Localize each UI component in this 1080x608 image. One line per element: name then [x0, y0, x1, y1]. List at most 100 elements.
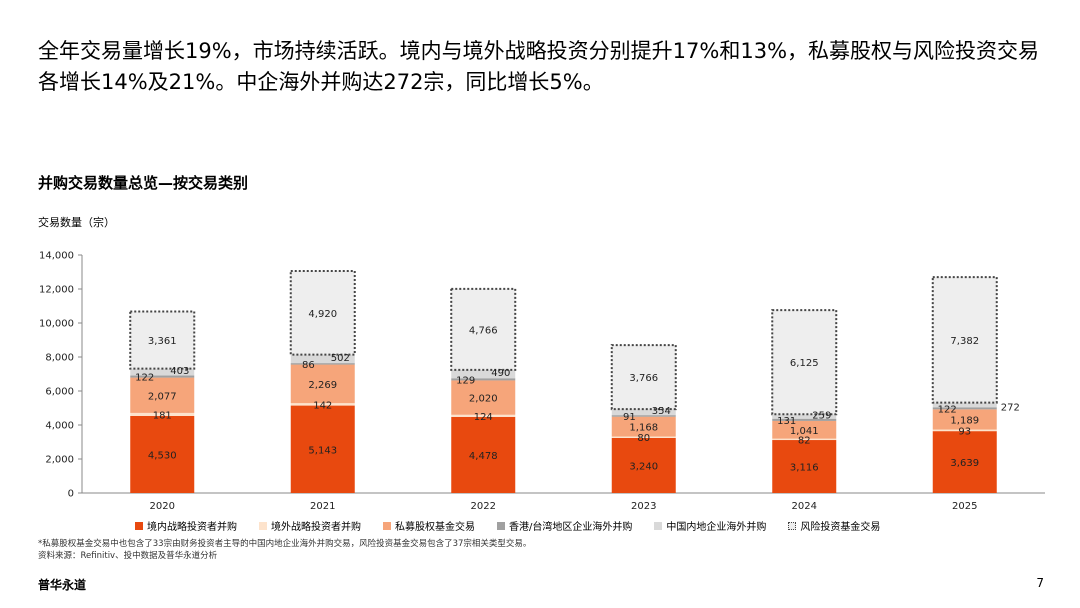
- legend-label: 境外战略投资者并购: [271, 522, 361, 533]
- legend-label: 香港/台湾地区企业海外并购: [509, 522, 633, 533]
- data-label: 3,361: [148, 336, 177, 347]
- bar-segment: [611, 409, 676, 416]
- x-tick-label: 2020: [150, 501, 175, 512]
- bar-segment: [451, 380, 516, 415]
- data-label: 131: [777, 416, 796, 427]
- bar-segment: [289, 269, 356, 356]
- bar-segment: [130, 377, 195, 413]
- bar-segment: [130, 412, 195, 416]
- bar-segment: [611, 416, 676, 437]
- bar-segment: [611, 436, 676, 438]
- legend-item: 中国内地企业海外并购: [654, 518, 766, 533]
- data-label: 5,143: [308, 445, 337, 456]
- data-label: 122: [938, 404, 957, 415]
- bar-segment: [290, 354, 355, 364]
- data-label: 4,920: [308, 309, 337, 320]
- data-label: 3,116: [790, 463, 819, 474]
- bar-segment: [290, 403, 355, 406]
- x-tick-label: 2024: [792, 501, 817, 512]
- data-label: 2,020: [469, 394, 498, 405]
- data-label: 4,530: [148, 450, 177, 461]
- data-label: 3,240: [629, 461, 658, 472]
- legend-label: 风险投资基金交易: [800, 522, 881, 533]
- bar-segment: [932, 407, 997, 410]
- data-label: 1,168: [629, 423, 658, 434]
- bar-segment: [451, 414, 516, 417]
- data-label: 3,639: [950, 458, 979, 469]
- data-label: 80: [637, 433, 650, 444]
- data-label: 4,478: [469, 451, 498, 462]
- y-tick-label: 4,000: [45, 421, 74, 432]
- bar-segment: [772, 438, 837, 441]
- legend-label: 私募股权基金交易: [395, 522, 475, 533]
- bar-segment: [932, 402, 997, 408]
- data-label: 181: [153, 410, 172, 421]
- bar-segment: [129, 310, 196, 370]
- x-tick-label: 2021: [310, 501, 335, 512]
- y-tick-label: 0: [68, 489, 74, 500]
- bar-segment: [932, 431, 997, 493]
- y-tick-label: 8,000: [45, 353, 74, 364]
- bar-segment: [130, 375, 195, 378]
- data-label: 91: [623, 412, 636, 423]
- x-tick-label: 2023: [631, 501, 656, 512]
- data-label: 354: [652, 406, 671, 417]
- y-tick-label: 2,000: [45, 455, 74, 466]
- bar-segment: [290, 364, 355, 404]
- data-label: 403: [170, 366, 189, 377]
- data-label: 2,269: [308, 380, 337, 391]
- legend-label: 中国内地企业海外并购: [666, 522, 767, 533]
- legend-swatch: [135, 521, 143, 530]
- y-tick-label: 14,000: [39, 251, 74, 262]
- chart-legend: 境内战略投资者并购 境外战略投资者并购 私募股权基金交易 香港/台湾地区企业海外…: [135, 518, 1035, 533]
- y-tick-label: 12,000: [39, 285, 74, 296]
- data-label: 124: [474, 412, 493, 423]
- data-label: 4,766: [469, 325, 498, 336]
- legend-swatch: [497, 521, 505, 530]
- legend-item: 私募股权基金交易: [383, 518, 475, 533]
- bar-segment: [772, 414, 837, 419]
- legend-item: 境内战略投资者并购: [135, 518, 237, 533]
- data-label: 272: [1001, 403, 1020, 414]
- page-number: 7: [1036, 576, 1044, 590]
- bar-segment: [611, 415, 676, 417]
- bar-segment: [931, 276, 998, 404]
- bar-segment: [610, 344, 677, 411]
- bar-segment: [932, 409, 997, 430]
- bar-segment: [772, 418, 837, 421]
- bar-segment: [772, 420, 837, 439]
- data-label: 6,125: [790, 358, 819, 369]
- y-tick-label: 10,000: [39, 319, 74, 330]
- bar-segment: [932, 429, 997, 432]
- bar-segment: [772, 440, 837, 493]
- footnote: *私募股权基金交易中也包含了33宗由财务投资者主导的中国内地企业海外并购交易，风…: [38, 538, 531, 562]
- data-label: 490: [491, 368, 510, 379]
- data-label: 93: [958, 426, 971, 437]
- source-line: 资料来源：Refinitiv、投中数据及普华永道分析: [38, 551, 218, 561]
- bar-segment: [611, 437, 676, 493]
- data-label: 122: [135, 373, 154, 384]
- bar-segment: [451, 416, 516, 493]
- bar-segment: [290, 363, 355, 365]
- bar-segment: [451, 378, 516, 381]
- data-label: 1,189: [950, 415, 979, 426]
- data-label: 129: [456, 375, 475, 386]
- data-label: 2,077: [148, 391, 177, 402]
- legend-swatch: [383, 521, 391, 530]
- y-tick-label: 6,000: [45, 387, 74, 398]
- y-axis-title: 交易数量（宗）: [38, 216, 115, 229]
- legend-swatch: [788, 521, 797, 530]
- x-tick-label: 2022: [471, 501, 496, 512]
- chart-title: 并购交易数量总览—按交易类别: [38, 174, 249, 192]
- legend-label: 境内战略投资者并购: [147, 522, 237, 533]
- brand-name: 普华永道: [38, 578, 87, 592]
- data-label: 259: [812, 411, 831, 422]
- bar-segment: [450, 287, 517, 371]
- legend-swatch: [654, 521, 663, 530]
- headline: 全年交易量增长19%，市场持续活跃。境内与境外战略投资分别提升17%和13%，私…: [38, 39, 1040, 94]
- bar-segment: [130, 415, 195, 493]
- data-label: 502: [331, 353, 350, 364]
- bar-segment: [771, 309, 838, 416]
- legend-item: 风险投资基金交易: [788, 518, 880, 533]
